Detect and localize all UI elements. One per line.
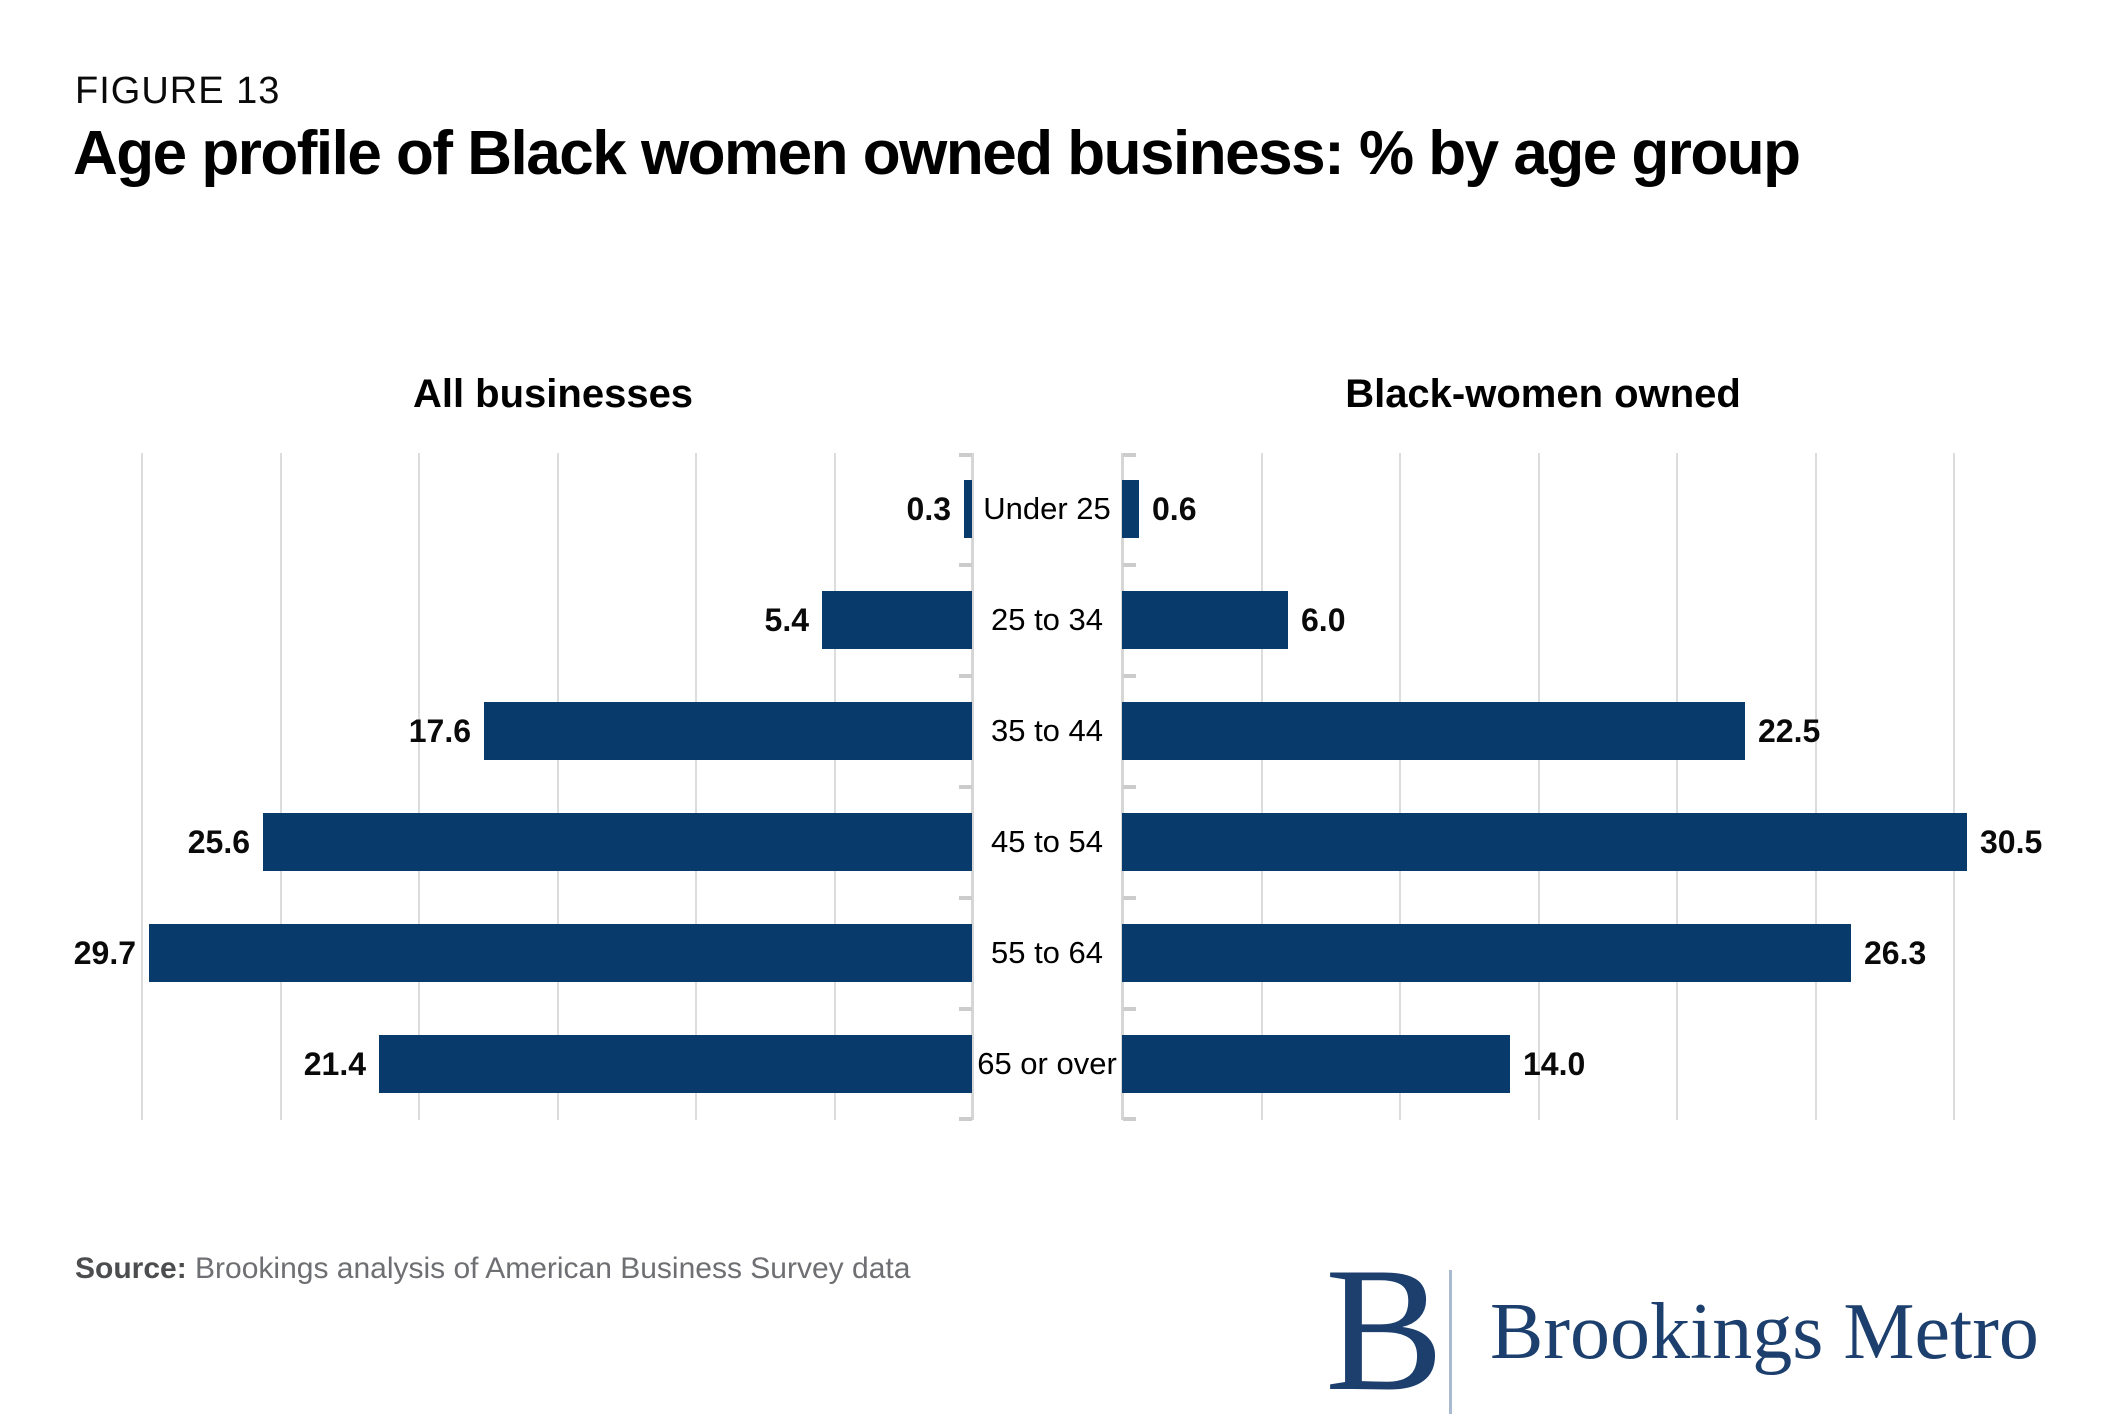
value-label-black-women-owned: 26.3 bbox=[1864, 935, 1927, 971]
value-label-all-businesses: 25.6 bbox=[187, 824, 250, 860]
bar-black-women-owned bbox=[1122, 1035, 1510, 1093]
value-label-all-businesses: 0.3 bbox=[906, 491, 951, 527]
figure-number-label: FIGURE 13 bbox=[75, 70, 281, 112]
brookings-monogram-b: B bbox=[1325, 1230, 1444, 1419]
category-label: 35 to 44 bbox=[990, 713, 1104, 748]
value-label-black-women-owned: 0.6 bbox=[1152, 491, 1197, 527]
bar-all-businesses bbox=[964, 480, 972, 538]
gridline-right bbox=[1260, 453, 1263, 1120]
bar-all-businesses bbox=[822, 591, 972, 649]
axis-tick-left bbox=[959, 562, 972, 567]
axis-tick-right bbox=[1123, 895, 1136, 900]
source-text: Brookings analysis of American Business … bbox=[186, 1252, 911, 1285]
bar-all-businesses bbox=[484, 702, 972, 760]
axis-tick-left bbox=[959, 673, 972, 678]
axis-tick-left bbox=[959, 453, 972, 457]
bar-black-women-owned bbox=[1122, 813, 1967, 871]
gridline-right bbox=[1814, 453, 1817, 1120]
bar-black-women-owned bbox=[1122, 480, 1139, 538]
bar-black-women-owned bbox=[1122, 591, 1288, 649]
axis-tick-left bbox=[959, 895, 972, 900]
axis-tick-right bbox=[1123, 1117, 1136, 1121]
value-label-all-businesses: 17.6 bbox=[408, 713, 471, 749]
bar-all-businesses bbox=[149, 924, 972, 982]
axis-tick-right bbox=[1123, 673, 1136, 678]
value-label-black-women-owned: 22.5 bbox=[1758, 713, 1821, 749]
axis-tick-right bbox=[1123, 453, 1136, 457]
axis-tick-right bbox=[1123, 784, 1136, 789]
value-label-black-women-owned: 30.5 bbox=[1980, 824, 2043, 860]
gridline-left bbox=[695, 453, 697, 1120]
category-label: 65 or over bbox=[977, 1046, 1117, 1081]
gridline-right bbox=[1676, 453, 1678, 1120]
gridline-right bbox=[1399, 453, 1401, 1120]
gridline-left bbox=[556, 453, 559, 1120]
value-label-all-businesses: 29.7 bbox=[73, 935, 136, 971]
gridline-left bbox=[418, 453, 420, 1120]
gridline-left bbox=[833, 453, 836, 1120]
axis-tick-left bbox=[959, 1117, 972, 1121]
axis-tick-left bbox=[959, 1006, 972, 1011]
category-label: 25 to 34 bbox=[990, 602, 1104, 637]
gridline-left bbox=[141, 453, 143, 1120]
category-label: Under 25 bbox=[983, 491, 1111, 526]
gridline-right bbox=[1953, 453, 1955, 1120]
axis-tick-right bbox=[1123, 1006, 1136, 1011]
axis-tick-right bbox=[1123, 562, 1136, 567]
bar-black-women-owned bbox=[1122, 924, 1851, 982]
category-label: 55 to 64 bbox=[990, 935, 1104, 970]
bar-black-women-owned bbox=[1122, 702, 1745, 760]
right-series-header: Black-women owned bbox=[1345, 372, 1741, 416]
source-label: Source: bbox=[75, 1252, 187, 1285]
logo-divider bbox=[1449, 1270, 1452, 1414]
page-title: Age profile of Black women owned busines… bbox=[73, 119, 1801, 188]
value-label-all-businesses: 5.4 bbox=[764, 602, 809, 638]
bar-all-businesses bbox=[379, 1035, 972, 1093]
left-series-header: All businesses bbox=[412, 372, 694, 416]
axis-tick-left bbox=[959, 784, 972, 789]
right-axis-line bbox=[1121, 453, 1124, 1120]
left-axis-line bbox=[971, 453, 974, 1120]
gridline-right bbox=[1537, 453, 1540, 1120]
value-label-black-women-owned: 14.0 bbox=[1523, 1046, 1586, 1082]
bar-all-businesses bbox=[263, 813, 972, 871]
source-line: Source: Brookings analysis of American B… bbox=[75, 1252, 910, 1286]
value-label-all-businesses: 21.4 bbox=[303, 1046, 366, 1082]
gridline-left bbox=[279, 453, 282, 1120]
category-label: 45 to 54 bbox=[990, 824, 1104, 859]
logo-wordmark: Brookings Metro bbox=[1490, 1288, 2039, 1376]
value-label-black-women-owned: 6.0 bbox=[1301, 602, 1346, 638]
